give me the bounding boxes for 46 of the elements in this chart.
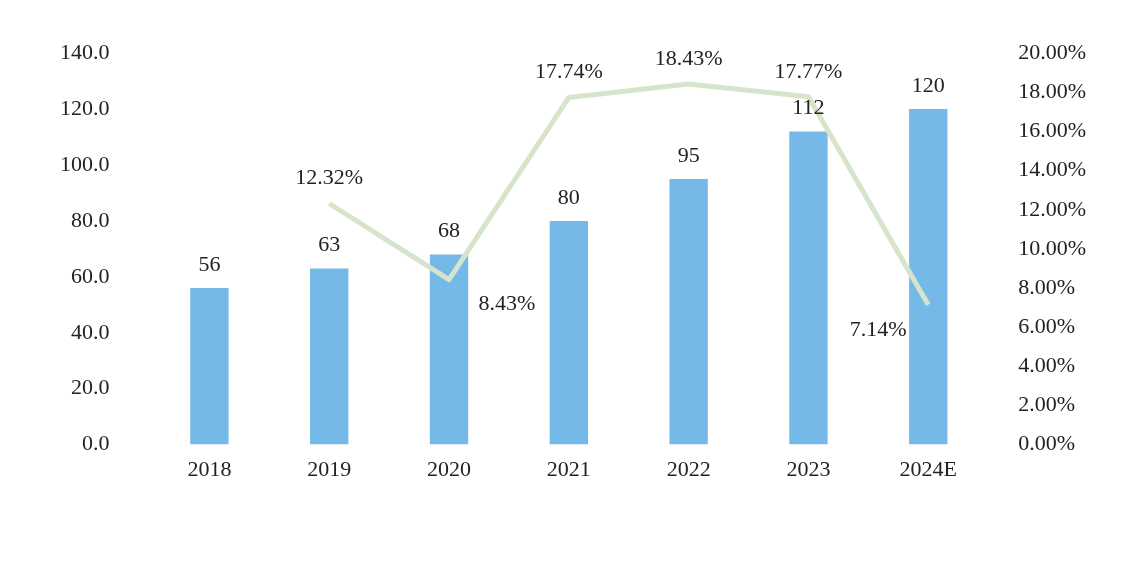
y-tick-label: 20.0 <box>71 374 110 400</box>
data-label: 80 <box>557 183 580 209</box>
x-tick-label: 2024E <box>899 455 957 481</box>
y2-tick-label: 6.00% <box>1018 312 1075 338</box>
y2-tick-label: 8.00% <box>1018 273 1075 299</box>
x-tick-label: 2022 <box>666 455 711 481</box>
x-tick-label: 2018 <box>187 455 232 481</box>
y-tick-label: 140.0 <box>60 38 110 64</box>
data-label: 95 <box>677 141 700 167</box>
y-tick-label: 120.0 <box>60 94 110 120</box>
x-tick-label: 2020 <box>427 455 472 481</box>
data-label: 68 <box>438 217 461 243</box>
y2-tick-label: 0.00% <box>1018 430 1075 456</box>
x-tick-label: 2023 <box>786 455 831 481</box>
data-label: 17.77% <box>774 57 843 83</box>
x-tick-label: 2019 <box>307 455 352 481</box>
y-tick-label: 100.0 <box>60 150 110 176</box>
y2-tick-label: 2.00% <box>1018 391 1075 417</box>
bar <box>549 220 589 445</box>
y2-tick-label: 20.00% <box>1018 38 1086 64</box>
y2-tick-label: 14.00% <box>1018 156 1086 182</box>
y2-tick-label: 18.00% <box>1018 78 1086 104</box>
bar <box>429 254 469 445</box>
y-tick-label: 80.0 <box>71 206 110 232</box>
data-label: 18.43% <box>654 44 723 70</box>
y-tick-label: 0.0 <box>82 430 110 456</box>
x-tick-label: 2021 <box>546 455 591 481</box>
data-label: 112 <box>792 94 825 120</box>
bar <box>190 288 229 445</box>
data-label: 12.32% <box>295 164 364 190</box>
data-label: 17.74% <box>534 58 603 84</box>
bar <box>909 109 948 445</box>
data-label: 63 <box>318 231 341 257</box>
y2-tick-label: 12.00% <box>1018 195 1086 221</box>
y-tick-label: 60.0 <box>71 262 110 288</box>
y2-tick-label: 4.00% <box>1018 352 1075 378</box>
y2-tick-label: 10.00% <box>1018 234 1086 260</box>
y2-tick-label: 16.00% <box>1018 117 1086 143</box>
bar <box>669 179 708 445</box>
bar <box>789 131 828 445</box>
data-label: 56 <box>198 250 221 276</box>
y-tick-label: 40.0 <box>71 318 110 344</box>
data-label: 120 <box>911 71 945 97</box>
bar <box>310 268 349 445</box>
data-label: 7.14% <box>849 315 907 341</box>
data-label: 8.43% <box>478 290 536 316</box>
